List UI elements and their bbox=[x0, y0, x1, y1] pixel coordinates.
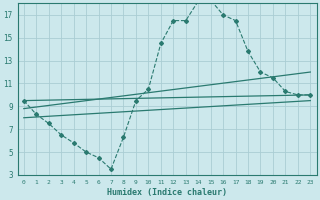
X-axis label: Humidex (Indice chaleur): Humidex (Indice chaleur) bbox=[107, 188, 227, 197]
